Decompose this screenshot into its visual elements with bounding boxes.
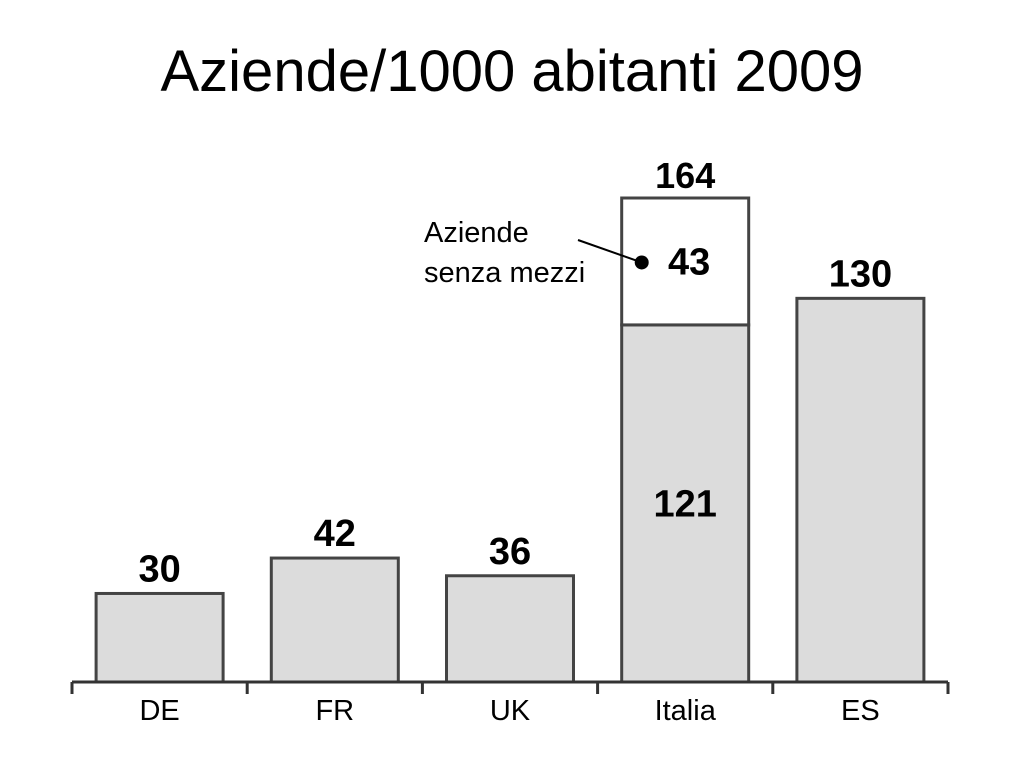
bar-italia	[620, 323, 751, 684]
chart-title: Aziende/1000 abitanti 2009	[160, 39, 864, 104]
annotation-dot	[634, 255, 649, 270]
data-label-italia-stack: 43	[668, 241, 710, 283]
bar-de	[94, 591, 225, 684]
data-label-de: 30	[138, 548, 180, 590]
data-label-fr: 42	[314, 513, 356, 555]
tick-label-de: DE	[139, 695, 179, 727]
tick-label-uk: UK	[490, 695, 531, 727]
bar-fr	[269, 556, 400, 684]
bar-es	[795, 296, 926, 684]
tick-label-fr: FR	[315, 695, 354, 727]
tick-label-italia: Italia	[655, 695, 717, 727]
annotation-line-2: senza mezzi	[424, 257, 585, 289]
annotation-leader-line	[577, 239, 643, 264]
data-label-italia-total: 164	[655, 155, 715, 196]
tick-label-es: ES	[841, 695, 880, 727]
bar-uk	[445, 574, 575, 684]
data-label-es: 130	[829, 253, 892, 295]
data-label-uk: 36	[489, 531, 531, 573]
data-label-italia-base: 121	[653, 483, 716, 525]
annotation-line-1: Aziende	[424, 217, 529, 249]
